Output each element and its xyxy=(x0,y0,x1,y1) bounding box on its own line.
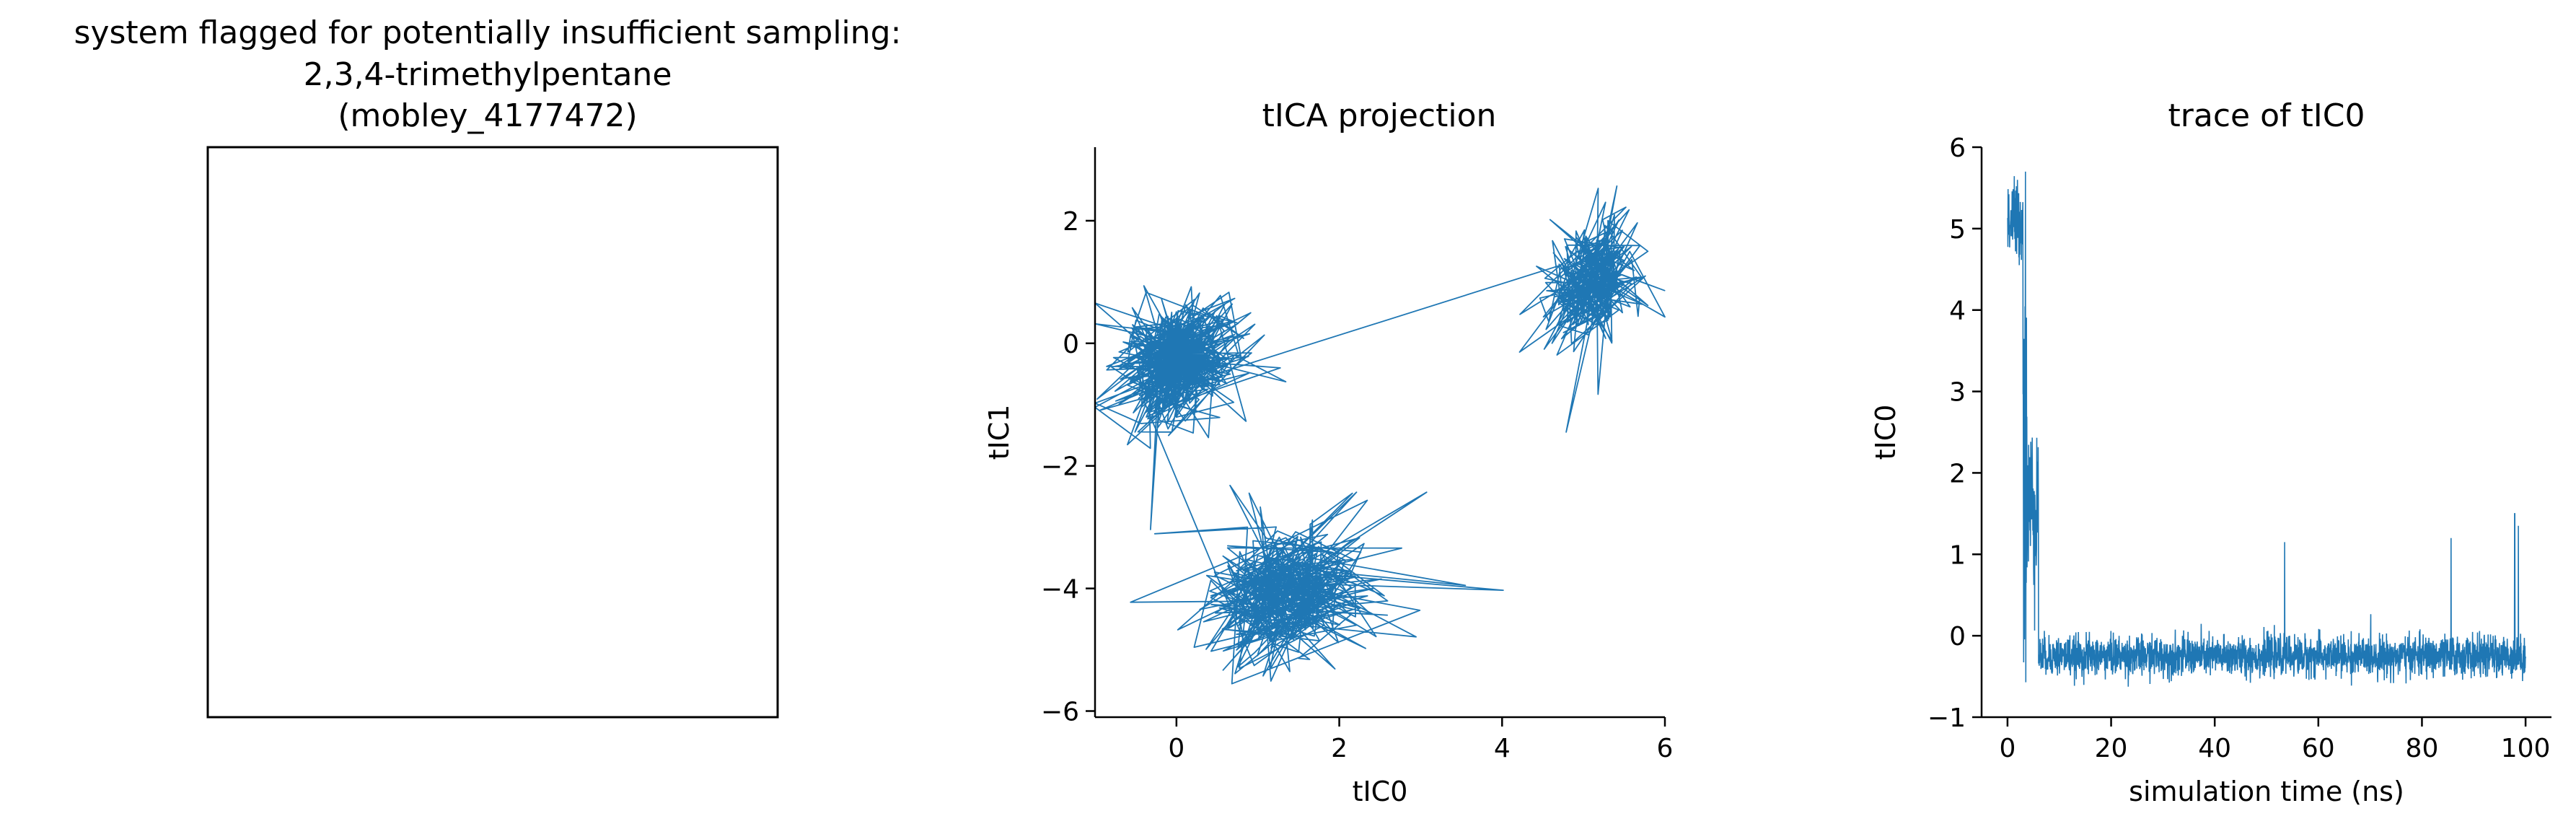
panel1-title-line1: system flagged for potentially insuffici… xyxy=(74,14,902,51)
chart2-x-tick-label: 100 xyxy=(2501,734,2551,763)
chart1-y-tick-label: −4 xyxy=(1041,575,1079,605)
chart1-x-tick-label: 0 xyxy=(1168,734,1184,763)
chart2-x-tick-label: 20 xyxy=(2095,734,2128,763)
chart2-y-label: tIC0 xyxy=(1870,405,1902,460)
chart-tica-projection: tICA projection 0 2 4 6 −6 −4 −2 0 2 tIC0 tIC1 xyxy=(983,97,1673,807)
panel1-title-line2: 2,3,4-trimethylpentane xyxy=(304,56,672,93)
panel-molecule: system flagged for potentially insuffici… xyxy=(74,14,902,719)
chart2-series-trace xyxy=(2007,171,2526,687)
chart1-x-tick-label: 2 xyxy=(1331,734,1348,763)
chart1-y-tick-label: 2 xyxy=(1063,207,1079,237)
chart2-x-tick-label: 60 xyxy=(2302,734,2335,763)
chart2-y-tick-label: 1 xyxy=(1949,540,1966,570)
chart2-y-tick-label: 5 xyxy=(1949,215,1966,245)
chart2-y-tick-label: 0 xyxy=(1949,622,1966,652)
chart1-x-label: tIC0 xyxy=(1353,776,1408,807)
chart1-title: tICA projection xyxy=(1262,97,1497,134)
chart1-x-tick-label: 6 xyxy=(1657,734,1674,763)
chart2-y-tick-label: −1 xyxy=(1927,703,1966,733)
chart2-title: trace of tIC0 xyxy=(2168,97,2365,134)
chart2-y-tick-label: 4 xyxy=(1949,297,1966,326)
chart1-ticks: 0 2 4 6 −6 −4 −2 0 2 xyxy=(1041,207,1674,763)
chart1-y-label: tIC1 xyxy=(983,405,1015,460)
chart-trace-tic0: trace of tIC0 0 20 40 60 80 100 −1 0 1 2 3 4 5 6 simu… xyxy=(1870,97,2551,807)
chart2-x-label: simulation time (ns) xyxy=(2129,776,2404,807)
chart1-y-tick-label: 0 xyxy=(1063,330,1079,359)
chart2-y-tick-label: 2 xyxy=(1949,459,1966,488)
chart1-y-tick-label: −2 xyxy=(1041,452,1079,482)
chart1-plot-area xyxy=(1094,185,1666,685)
chart2-ticks: 0 20 40 60 80 100 −1 0 1 2 3 4 5 6 xyxy=(1927,133,2551,763)
chart2-plot-area xyxy=(2007,171,2526,687)
chart1-series-trajectory xyxy=(1094,185,1666,685)
chart2-y-tick-label: 6 xyxy=(1949,133,1966,163)
chart2-x-tick-label: 0 xyxy=(1999,734,2015,763)
chart1-y-tick-label: −6 xyxy=(1041,698,1079,727)
chart2-x-tick-label: 80 xyxy=(2406,734,2439,763)
chart2-y-tick-label: 3 xyxy=(1949,378,1966,408)
panel1-title-line3: (mobley_4177472) xyxy=(338,97,637,134)
molecule-image-frame xyxy=(206,146,779,719)
chart1-x-tick-label: 4 xyxy=(1494,734,1511,763)
chart2-x-tick-label: 40 xyxy=(2198,734,2231,763)
